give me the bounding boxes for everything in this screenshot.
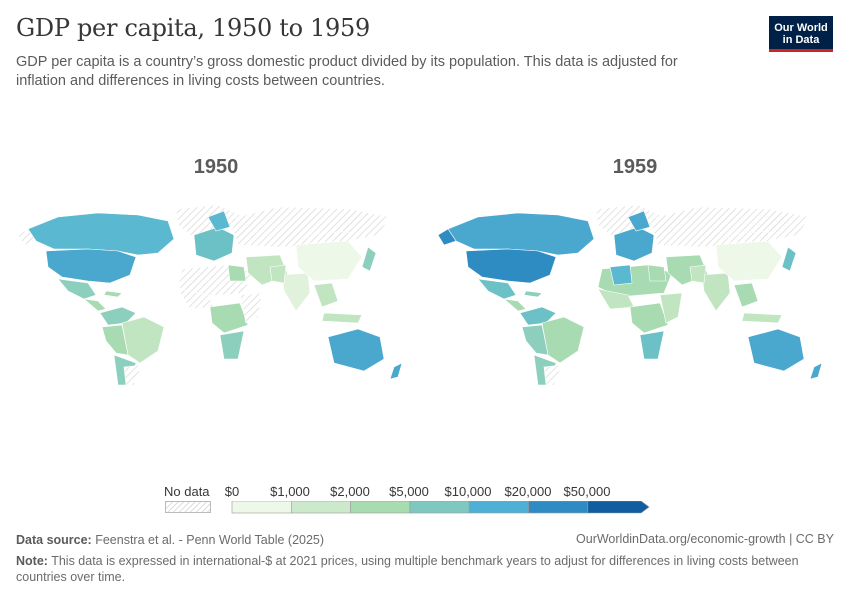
mexico-1950[interactable] — [57, 278, 97, 300]
indonesia-1959[interactable] — [741, 312, 783, 324]
indonesia-1950[interactable] — [321, 312, 363, 324]
legend-bin-1[interactable] — [290, 501, 351, 514]
mexico-1959[interactable] — [477, 278, 517, 300]
source-label: Data source: — [16, 533, 92, 547]
map-year-1950: 1950 — [193, 156, 239, 178]
india-1959[interactable] — [701, 272, 731, 312]
southern-cone-nodata-1950[interactable] — [123, 364, 143, 385]
japan-1950[interactable] — [361, 246, 377, 272]
southern-africa-1959[interactable] — [639, 330, 665, 360]
scandinavia-1959[interactable] — [627, 210, 651, 232]
legend-no-data-label: No data — [164, 484, 210, 499]
source-text[interactable]: Feenstra et al. - Penn World Table (2025… — [95, 533, 325, 547]
canada-1959[interactable] — [447, 212, 595, 256]
legend-tick-1: $1,000 — [270, 484, 310, 499]
map-year-1959: 1959 — [612, 156, 658, 178]
ussr-1959[interactable] — [649, 206, 811, 248]
algeria-1959[interactable] — [609, 264, 633, 286]
caribbean-1950[interactable] — [103, 290, 123, 298]
southern-africa-1950[interactable] — [219, 330, 245, 360]
egypt-1950[interactable] — [227, 264, 247, 282]
central-america-1959[interactable] — [503, 298, 527, 312]
pakistan-1950[interactable] — [269, 264, 287, 284]
chart-title: GDP per capita, 1950 to 1959 — [16, 14, 370, 42]
brazil-1959[interactable] — [541, 316, 585, 364]
map-1959[interactable] — [437, 204, 823, 385]
ussr-1950[interactable] — [229, 206, 391, 248]
legend-tick-5: $20,000 — [504, 484, 552, 499]
colombia-venezuela-1959[interactable] — [519, 306, 557, 326]
canada-1950[interactable] — [27, 212, 175, 256]
legend-color-bar — [231, 501, 650, 514]
central-america-1950[interactable] — [83, 298, 107, 312]
alaska-1950[interactable] — [17, 228, 37, 246]
legend-bin-5[interactable] — [528, 501, 589, 514]
brazil-1950[interactable] — [121, 316, 165, 364]
east-africa-1959[interactable] — [659, 292, 683, 324]
owid-logo[interactable]: Our World in Data — [769, 16, 833, 52]
new-zealand-1950[interactable] — [389, 362, 403, 380]
note-line: Note: This data is expressed in internat… — [16, 553, 836, 585]
peru-bolivia-1950[interactable] — [101, 324, 129, 356]
legend-tick-0: $0 — [224, 484, 240, 499]
legend-bin-4[interactable] — [468, 501, 529, 514]
alaska-1959[interactable] — [437, 228, 457, 246]
legend-bin-0[interactable] — [231, 501, 292, 514]
mongolia-1950[interactable] — [307, 230, 351, 244]
chart-subtitle: GDP per capita is a country’s gross dome… — [16, 54, 678, 89]
note-text: This data is expressed in international-… — [16, 554, 799, 584]
legend-tick-3: $5,000 — [389, 484, 429, 499]
logo-line-1: Our World — [774, 22, 828, 34]
usa-1959[interactable] — [465, 248, 557, 284]
japan-1959[interactable] — [781, 246, 797, 272]
logo-line-2: in Data — [782, 34, 820, 46]
egypt-1959[interactable] — [647, 264, 667, 282]
central-africa-1950[interactable] — [209, 302, 249, 334]
note-label: Note: — [16, 554, 48, 568]
caribbean-1959[interactable] — [523, 290, 543, 298]
southern-cone-nodata-1959[interactable] — [543, 364, 563, 385]
new-zealand-1959[interactable] — [809, 362, 823, 380]
india-1950[interactable] — [281, 272, 311, 312]
legend-bin-6[interactable] — [587, 501, 650, 514]
mongolia-1959[interactable] — [727, 230, 771, 244]
east-africa-1950[interactable] — [239, 292, 263, 324]
world-maps — [17, 204, 823, 385]
peru-bolivia-1959[interactable] — [521, 324, 549, 356]
usa-1950[interactable] — [45, 248, 137, 284]
legend: No data $0 $1,000 $2,000 $5,000 $10,000 … — [0, 480, 850, 520]
legend-tick-6: $50,000 — [563, 484, 611, 499]
southeast-asia-1950[interactable] — [313, 282, 339, 308]
source-line: Data source: Feenstra et al. - Penn Worl… — [16, 532, 324, 548]
colombia-venezuela-1950[interactable] — [99, 306, 137, 326]
australia-1950[interactable] — [327, 328, 385, 372]
scandinavia-1950[interactable] — [207, 210, 231, 232]
legend-tick-4: $10,000 — [444, 484, 492, 499]
legend-no-data-swatch[interactable] — [165, 501, 211, 513]
map-1950[interactable] — [17, 204, 403, 385]
southeast-asia-1959[interactable] — [733, 282, 759, 308]
australia-1959[interactable] — [747, 328, 805, 372]
central-africa-1959[interactable] — [629, 302, 669, 334]
legend-bin-2[interactable] — [350, 501, 411, 514]
pakistan-1959[interactable] — [689, 264, 707, 284]
url-license[interactable]: OurWorldinData.org/economic-growth | CC … — [576, 532, 834, 546]
legend-tick-2: $2,000 — [330, 484, 370, 499]
legend-bin-3[interactable] — [409, 501, 470, 514]
